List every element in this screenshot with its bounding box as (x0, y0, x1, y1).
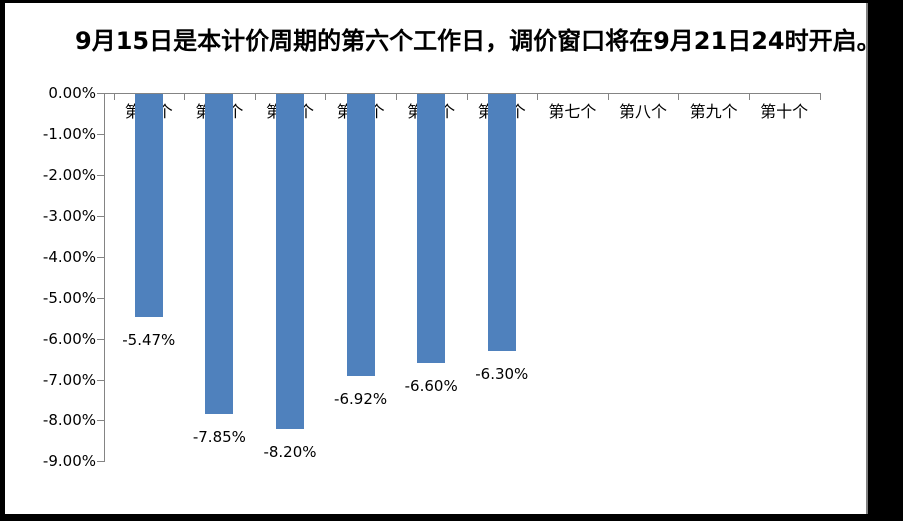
y-tick-label: -3.00% (42, 206, 96, 225)
category-axis-tick (819, 93, 821, 100)
chart-bar (346, 94, 375, 377)
bar-value-label: -6.30% (475, 364, 529, 383)
chart-canvas: 9月15日是本计价周期的第六个工作日，调价窗口将在9月21日24时开启。 0.0… (5, 3, 868, 514)
chart-bar (205, 94, 234, 415)
y-axis-tick (97, 461, 105, 463)
category-axis-tick (748, 93, 750, 100)
y-tick-label: 0.00% (48, 84, 96, 102)
category-label: 第九个 (689, 102, 738, 121)
category-label: 第十个 (760, 102, 809, 121)
y-axis-tick (97, 420, 105, 422)
category-label: 第七个 (548, 102, 597, 121)
category-axis-tick (113, 93, 115, 100)
chart-bar (134, 94, 163, 317)
y-tick-label: -5.00% (42, 288, 96, 307)
chart-title: 9月15日是本计价周期的第六个工作日，调价窗口将在9月21日24时开启。 (75, 27, 868, 55)
category-label: 第八个 (618, 102, 667, 121)
y-tick-label: -7.00% (42, 370, 96, 389)
category-axis-tick (254, 93, 256, 100)
category-axis-tick (184, 93, 186, 100)
y-axis-tick (97, 93, 105, 94)
y-tick-label: -1.00% (42, 124, 96, 143)
category-axis-tick (395, 93, 397, 100)
category-axis-tick (466, 93, 468, 100)
category-axis-tick (537, 93, 539, 100)
y-axis-tick (97, 379, 105, 381)
bar-value-label: -7.85% (192, 428, 246, 447)
y-axis-tick (97, 215, 105, 217)
y-axis-tick (97, 297, 105, 299)
chart-bar (276, 94, 304, 429)
category-axis-tick (678, 93, 680, 100)
bar-value-label: -6.92% (334, 390, 388, 409)
y-tick-label: -4.00% (42, 247, 96, 266)
y-tick-label: -2.00% (42, 165, 96, 184)
y-tick-label: -9.00% (42, 452, 96, 471)
chart-bar (417, 94, 446, 364)
y-axis-tick (97, 133, 105, 135)
bar-value-label: -8.20% (263, 442, 317, 461)
category-axis-tick (325, 93, 327, 100)
y-axis-tick (97, 174, 105, 176)
category-axis-tick (607, 93, 609, 100)
value-axis-line (104, 93, 105, 462)
y-tick-label: -8.00% (42, 411, 96, 430)
y-axis-tick (97, 338, 105, 340)
bar-value-label: -5.47% (122, 330, 176, 349)
plot-area: 0.00% -1.00% -2.00% -3.00% -4.00% -5.00% -6.00… (5, 3, 866, 514)
bar-value-label: -6.60% (404, 377, 458, 396)
y-tick-label: -6.00% (42, 329, 96, 348)
y-axis-tick (97, 256, 105, 258)
category-axis-line (104, 93, 820, 94)
chart-bar (487, 94, 516, 351)
